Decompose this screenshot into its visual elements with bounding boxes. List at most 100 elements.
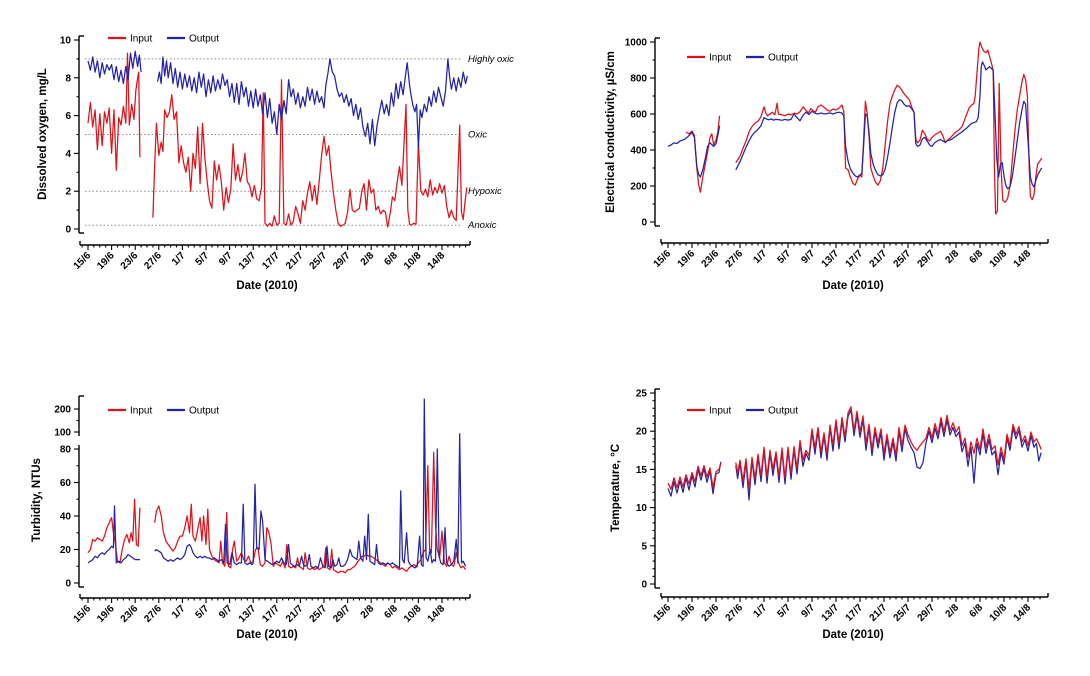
svg-text:Input: Input [130,406,152,417]
svg-text:6: 6 [65,111,71,122]
svg-text:25: 25 [636,389,648,400]
svg-text:Output: Output [189,406,219,417]
svg-text:Input: Input [130,34,152,45]
electrical-conductivity-chart: 0 200 400 600 800 1000 15/6 19/6 23/6 27/6 1/7 5/7 9… [605,37,1049,292]
svg-text:Date (2010): Date (2010) [236,280,298,292]
svg-text:17/7: 17/7 [260,250,282,272]
svg-text:5/7: 5/7 [194,250,212,268]
svg-text:29/7: 29/7 [331,603,353,625]
svg-text:10: 10 [636,503,648,514]
svg-text:0: 0 [641,218,647,229]
svg-text:Input: Input [709,406,731,417]
svg-text:20: 20 [636,427,648,438]
svg-text:Oxic: Oxic [468,130,487,141]
svg-text:1/7: 1/7 [170,250,188,268]
svg-text:23/6: 23/6 [119,603,141,625]
svg-text:200: 200 [630,182,647,193]
turbidity-chart: 0 20 40 60 80 100 200 15/6 19/6 23/6 27/6 1/7 5/7 9/7… [31,395,471,641]
svg-text:23/6: 23/6 [700,602,722,624]
svg-text:27/6: 27/6 [724,248,746,270]
svg-text:27/6: 27/6 [142,603,164,625]
svg-text:Hypoxic: Hypoxic [468,186,502,197]
svg-text:14/8: 14/8 [426,250,448,272]
svg-text:9/7: 9/7 [800,248,818,266]
svg-text:27/6: 27/6 [724,602,746,624]
svg-text:19/6: 19/6 [95,603,117,625]
svg-text:21/7: 21/7 [868,602,890,624]
svg-text:Highly oxic: Highly oxic [468,54,514,65]
svg-text:10: 10 [60,36,72,47]
svg-text:5/7: 5/7 [194,603,212,621]
svg-text:14/8: 14/8 [426,603,448,625]
svg-text:9/7: 9/7 [800,602,818,620]
svg-text:13/7: 13/7 [820,602,842,624]
svg-text:Turbidity, NTUs: Turbidity, NTUs [31,458,43,542]
svg-text:10/8: 10/8 [402,250,424,272]
svg-text:0: 0 [65,225,71,236]
svg-text:25/7: 25/7 [308,250,330,272]
svg-text:13/7: 13/7 [237,250,259,272]
svg-text:4: 4 [65,149,71,160]
svg-text:1/7: 1/7 [170,603,188,621]
svg-text:17/7: 17/7 [844,602,866,624]
svg-text:20: 20 [60,545,72,556]
svg-text:9/7: 9/7 [217,603,235,621]
svg-text:Anoxic: Anoxic [467,220,497,231]
svg-text:14/8: 14/8 [1012,602,1034,624]
svg-text:15/6: 15/6 [652,602,674,624]
svg-text:27/6: 27/6 [142,250,164,272]
svg-text:2/8: 2/8 [944,602,962,620]
svg-text:1/7: 1/7 [752,602,770,620]
svg-text:5/7: 5/7 [776,248,794,266]
svg-text:Date (2010): Date (2010) [236,629,298,641]
svg-text:29/7: 29/7 [916,248,938,270]
svg-text:21/7: 21/7 [284,603,306,625]
svg-text:200: 200 [54,405,71,416]
svg-text:13/7: 13/7 [237,603,259,625]
svg-text:600: 600 [630,110,647,121]
panel-dissolved-oxygen: Highly oxic Oxic Hypoxic Anoxic 0 2 4 6 8 10 15/6 1… [0,0,545,338]
svg-text:Output: Output [189,34,219,45]
svg-text:25/7: 25/7 [892,602,914,624]
svg-text:2: 2 [65,187,71,198]
svg-text:25/7: 25/7 [892,248,914,270]
svg-text:10/8: 10/8 [988,602,1010,624]
svg-text:15/6: 15/6 [652,248,674,270]
svg-text:10/8: 10/8 [988,248,1010,270]
svg-text:6/8: 6/8 [382,603,400,621]
svg-text:15/6: 15/6 [72,603,94,625]
svg-text:29/7: 29/7 [331,250,353,272]
svg-text:29/7: 29/7 [916,602,938,624]
svg-text:Date (2010): Date (2010) [822,280,884,292]
svg-text:2/8: 2/8 [359,603,377,621]
svg-text:10/8: 10/8 [402,603,424,625]
svg-text:0: 0 [65,579,71,590]
svg-text:Output: Output [768,406,798,417]
svg-text:60: 60 [60,478,72,489]
svg-text:100: 100 [54,428,71,439]
svg-text:13/7: 13/7 [820,248,842,270]
svg-text:25/7: 25/7 [308,603,330,625]
svg-text:5/7: 5/7 [776,602,794,620]
svg-text:15/6: 15/6 [72,250,94,272]
svg-text:40: 40 [60,512,72,523]
svg-text:400: 400 [630,146,647,157]
svg-text:21/7: 21/7 [284,250,306,272]
svg-text:800: 800 [630,74,647,85]
svg-text:Input: Input [709,53,731,64]
svg-text:2/8: 2/8 [944,248,962,266]
svg-text:17/7: 17/7 [260,603,282,625]
svg-text:0: 0 [641,580,647,591]
svg-text:9/7: 9/7 [217,250,235,268]
svg-text:2/8: 2/8 [359,250,377,268]
svg-text:Temperature, °C: Temperature, °C [610,444,622,532]
svg-text:1/7: 1/7 [752,248,770,266]
panel-turbidity: 0 20 40 60 80 100 200 15/6 19/6 23/6 27/6 1/7 5/7 9/7… [0,338,545,676]
svg-text:80: 80 [60,445,72,456]
svg-text:17/7: 17/7 [844,248,866,270]
svg-text:1000: 1000 [625,38,648,49]
svg-text:23/6: 23/6 [700,248,722,270]
